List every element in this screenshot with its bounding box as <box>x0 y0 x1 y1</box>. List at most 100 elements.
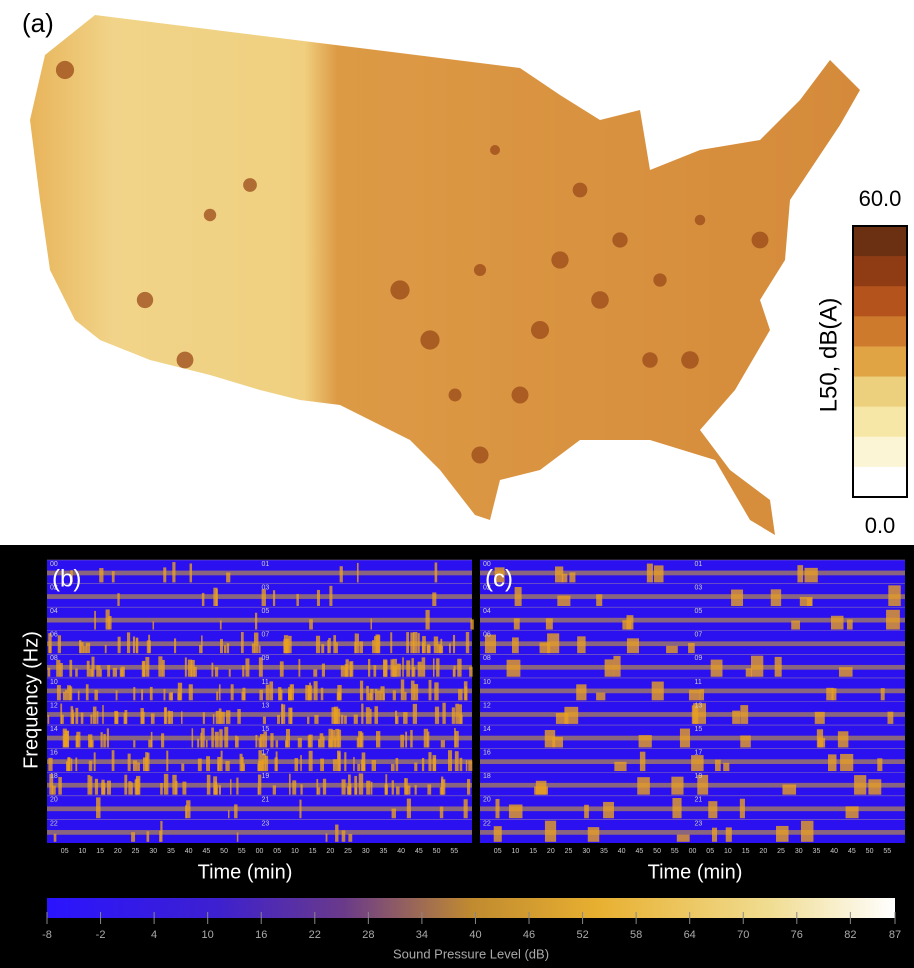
hour-label: 16 <box>483 750 491 757</box>
burst <box>307 735 311 748</box>
band <box>480 830 905 835</box>
burst <box>359 641 364 654</box>
burst <box>402 657 404 677</box>
burst <box>341 830 346 842</box>
burst <box>340 714 344 724</box>
burst <box>289 707 292 724</box>
burst <box>184 657 187 677</box>
burst <box>322 778 327 795</box>
burst <box>613 655 621 677</box>
burst <box>331 729 336 748</box>
burst <box>220 750 223 772</box>
burst <box>366 780 371 795</box>
burst <box>56 685 61 701</box>
burst <box>272 785 276 795</box>
burst <box>145 656 150 677</box>
burst <box>639 751 646 772</box>
burst <box>112 667 118 677</box>
burst <box>587 827 600 842</box>
burst <box>371 759 377 772</box>
burst <box>584 804 589 819</box>
band <box>480 570 905 576</box>
burst <box>800 820 814 842</box>
time-tick-label: 30 <box>795 848 803 855</box>
burst <box>218 684 221 701</box>
burst <box>545 618 553 630</box>
burst <box>299 799 302 819</box>
burst <box>201 728 205 748</box>
burst <box>148 739 153 748</box>
burst <box>838 667 853 677</box>
time-tick-label: 15 <box>96 848 104 855</box>
burst <box>776 825 789 842</box>
burst <box>275 740 279 748</box>
burst <box>214 667 219 677</box>
hour-label: 14 <box>483 726 491 733</box>
hour-label: 09 <box>262 655 270 662</box>
time-tick-label: 50 <box>433 848 441 855</box>
burst <box>76 731 81 748</box>
burst <box>190 660 195 677</box>
city <box>653 273 667 287</box>
burst <box>161 733 165 748</box>
time-tick-label: 10 <box>291 848 299 855</box>
burst <box>799 596 813 606</box>
burst <box>544 820 557 842</box>
burst <box>830 615 844 630</box>
burst <box>70 758 73 772</box>
burst <box>80 712 84 724</box>
burst <box>47 667 51 677</box>
time-tick-label: 15 <box>309 848 317 855</box>
burst <box>651 681 664 701</box>
burst <box>348 834 353 842</box>
band <box>47 806 472 812</box>
legend-swatch <box>853 466 907 498</box>
city <box>694 214 706 226</box>
hour-label: 12 <box>50 702 58 709</box>
burst <box>458 689 463 701</box>
burst <box>53 833 57 842</box>
city <box>136 291 154 309</box>
burst <box>277 715 280 724</box>
burst <box>723 762 730 772</box>
tick-label: 46 <box>523 929 535 941</box>
burst <box>228 669 231 677</box>
burst <box>428 752 432 772</box>
burst <box>390 763 395 772</box>
city <box>511 386 529 404</box>
burst <box>395 716 399 724</box>
burst <box>201 635 203 654</box>
city <box>473 263 487 277</box>
burst <box>432 658 435 677</box>
burst <box>333 635 337 654</box>
burst <box>732 710 741 724</box>
burst <box>361 703 364 724</box>
burst <box>149 686 153 701</box>
city-spots <box>55 60 769 464</box>
time-tick-label: 05 <box>706 848 714 855</box>
burst <box>257 774 262 795</box>
burst <box>206 774 211 795</box>
burst <box>336 750 341 772</box>
burst <box>220 711 225 724</box>
hour-label: 04 <box>483 608 491 615</box>
burst <box>375 731 381 748</box>
burst <box>468 760 473 772</box>
burst <box>48 633 52 654</box>
burst <box>272 590 276 606</box>
burst <box>218 708 222 724</box>
burst <box>281 704 286 724</box>
burst <box>539 642 551 654</box>
burst <box>410 680 415 701</box>
burst <box>377 635 381 654</box>
burst <box>226 572 231 583</box>
burst <box>114 710 118 724</box>
burst <box>366 685 369 701</box>
time-tick-label: 10 <box>724 848 732 855</box>
burst <box>219 729 223 748</box>
burst <box>201 592 205 606</box>
burst <box>285 728 291 748</box>
burst <box>373 665 377 677</box>
burst <box>89 669 93 677</box>
burst <box>596 594 603 606</box>
